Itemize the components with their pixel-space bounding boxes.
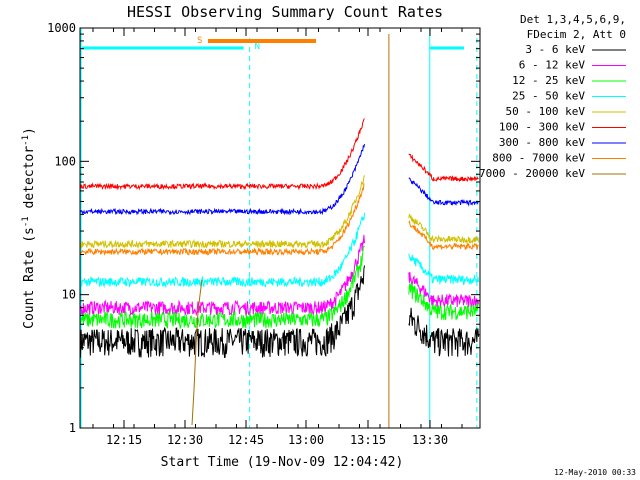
- y-tick-label-0: 1: [69, 421, 76, 435]
- legend-label-7: 800 - 7000 keV: [492, 152, 585, 165]
- x-tick-label-0: 12:15: [106, 433, 142, 447]
- legend: Det 1,3,4,5,6,9, FDecim 2, Att 0 3 - 6 k…: [479, 13, 626, 180]
- series-0-post: [408, 307, 479, 357]
- series-6-post: [408, 177, 479, 207]
- series-7-post: [408, 219, 479, 250]
- y-tick-label-2: 100: [54, 154, 76, 168]
- series-3-post: [408, 253, 479, 286]
- series-7-pre: [80, 183, 365, 257]
- series-2: [80, 244, 479, 330]
- x-tick-label-3: 13:00: [288, 433, 324, 447]
- x-tick-label-4: 13:15: [350, 433, 386, 447]
- x-axis-label: Start Time (19-Nov-09 12:04:42): [161, 455, 404, 470]
- y-tick-label-1: 10: [62, 288, 76, 302]
- series-8: [191, 279, 203, 426]
- series-0: [80, 265, 479, 358]
- series-2-post: [408, 282, 479, 321]
- legend-label-4: 50 - 100 keV: [506, 105, 586, 118]
- series-6: [80, 144, 479, 216]
- legend-label-0: 3 - 6 keV: [525, 43, 585, 56]
- series-1: [80, 234, 479, 317]
- series-6-pre: [80, 144, 365, 216]
- plot-marks: NS: [80, 28, 479, 428]
- y-tick-label-3: 1000: [47, 21, 76, 35]
- series-last-trace: [191, 279, 203, 426]
- series-4-post: [408, 213, 479, 245]
- series-4-pre: [80, 175, 365, 249]
- series-1-pre: [80, 234, 365, 317]
- series-4: [80, 175, 479, 249]
- legend-label-8: 7000 - 20000 keV: [479, 167, 585, 180]
- series-5-post: [408, 153, 479, 183]
- legend-label-6: 300 - 800 keV: [499, 136, 585, 149]
- legend-header-line-2: FDecim 2, Att 0: [527, 28, 626, 41]
- y-axis: 1 10 100 1000: [47, 21, 480, 435]
- chart-title: HESSI Observing Summary Count Rates: [127, 3, 443, 21]
- footer-timestamp: 12-May-2010 00:33: [554, 468, 636, 477]
- series-1-post: [408, 271, 479, 309]
- legend-label-3: 25 - 50 keV: [512, 90, 585, 103]
- series-0-pre: [80, 265, 365, 358]
- series-2-pre: [80, 244, 365, 330]
- legend-header-line-1: Det 1,3,4,5,6,9,: [520, 13, 626, 26]
- legend-label-5: 100 - 300 keV: [499, 121, 585, 134]
- series-3: [80, 212, 479, 289]
- series-5-pre: [80, 118, 365, 191]
- series-3-pre: [80, 212, 365, 289]
- y-axis-label: Count Rate (s-1 detector-1): [21, 127, 37, 329]
- x-tick-label-1: 12:30: [167, 433, 203, 447]
- night-label: N: [255, 42, 260, 52]
- series-7: [80, 183, 479, 257]
- x-tick-label-2: 12:45: [228, 433, 264, 447]
- plot-frame: [79, 27, 481, 429]
- series-5: [80, 118, 479, 191]
- legend-label-2: 12 - 25 keV: [512, 74, 585, 87]
- legend-label-1: 6 - 12 keV: [519, 59, 586, 72]
- saa-label: S: [197, 36, 202, 46]
- x-tick-label-5: 13:30: [412, 433, 448, 447]
- x-axis: 12:15 12:30 12:45 13:00 13:15 13:30: [92, 28, 463, 447]
